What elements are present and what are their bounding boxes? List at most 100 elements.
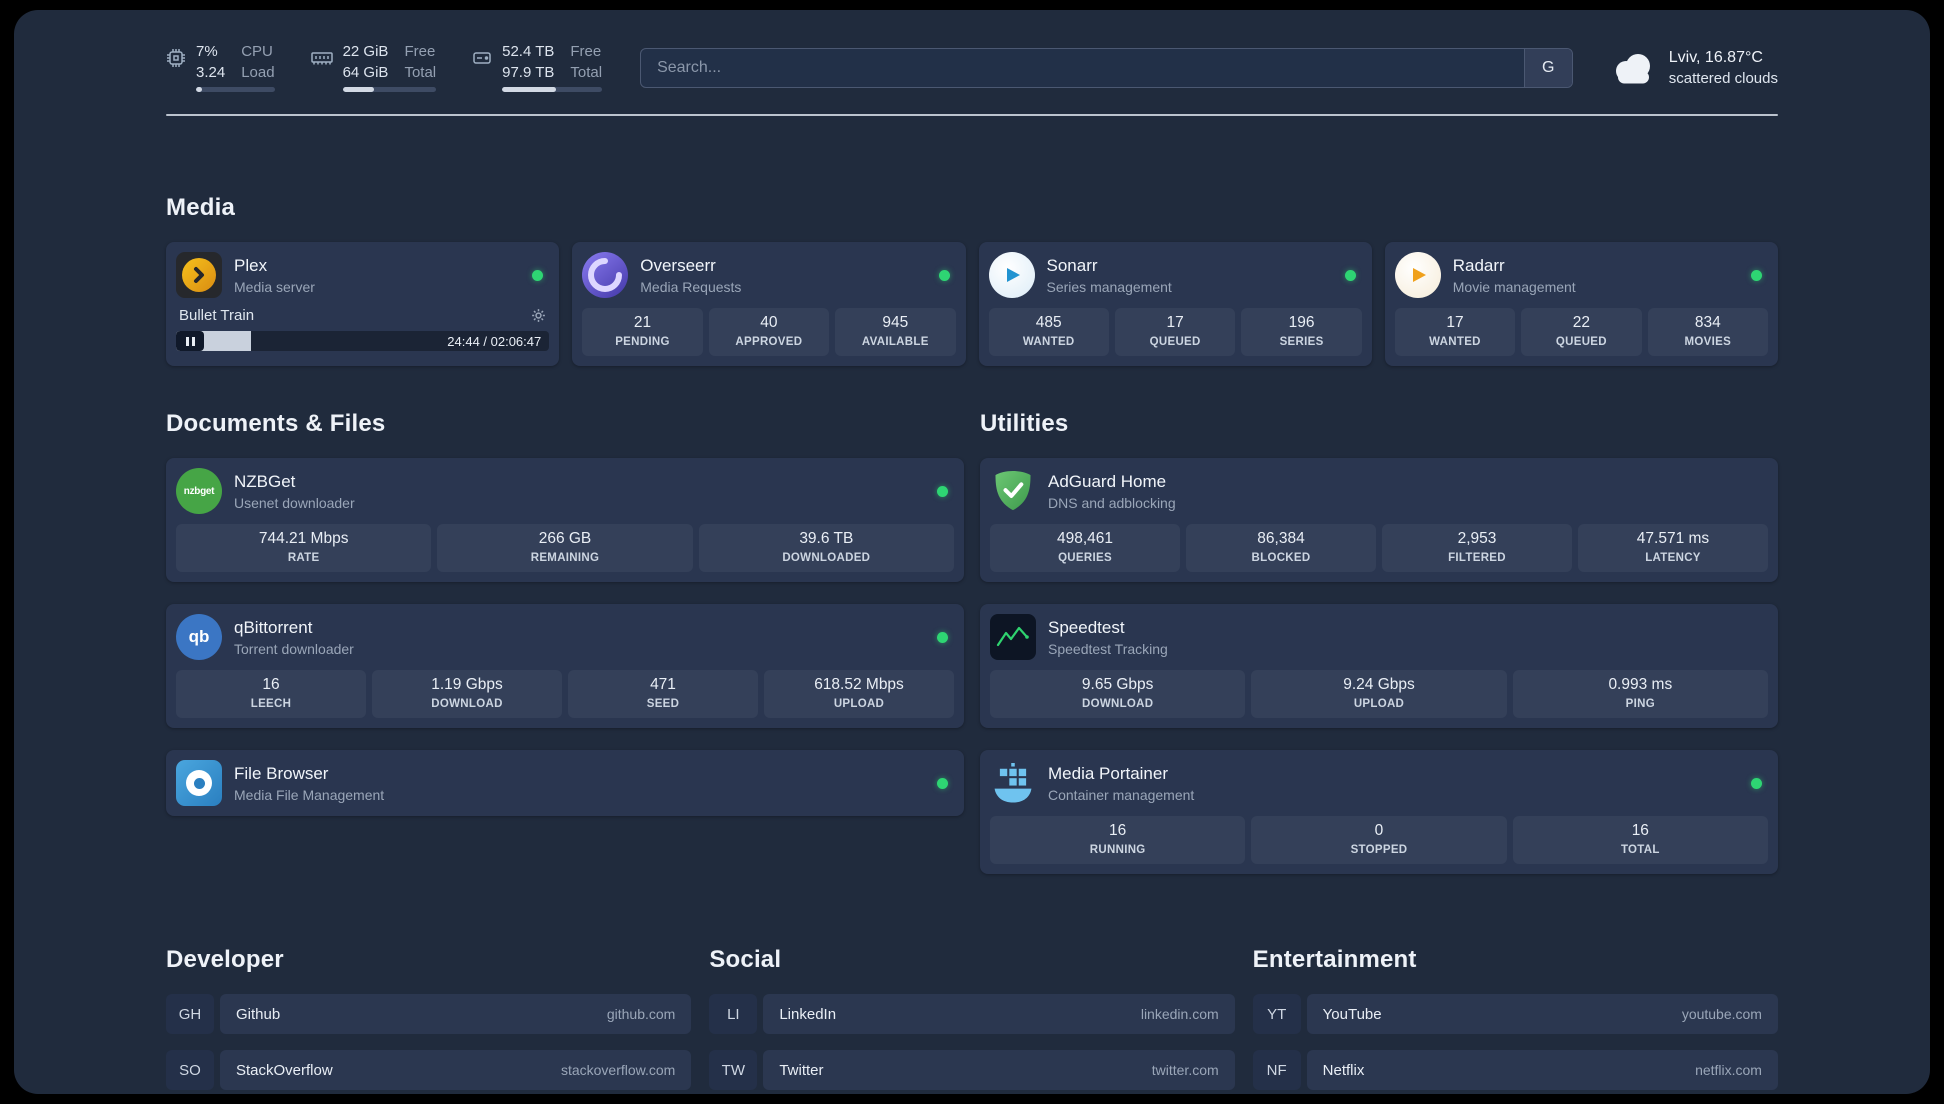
bookmark-stackoverflow[interactable]: SO StackOverflow stackoverflow.com (166, 1050, 692, 1090)
stat-filtered: 2,953 FILTERED (1382, 524, 1572, 572)
service-name: Media Portainer (1048, 763, 1169, 783)
status-dot (532, 269, 544, 281)
service-card-adguard[interactable]: AdGuard Home DNS and adblocking 498,461 … (980, 458, 1778, 582)
cpu-load-value: 3.24 (196, 63, 226, 81)
service-card-plex[interactable]: Plex Media server Bullet Train (166, 242, 560, 366)
section-title-entertainment: Entertainment (1252, 946, 1417, 973)
bookmark-netflix[interactable]: NF Netflix netflix.com (1252, 1050, 1778, 1090)
service-desc: Movie management (1452, 278, 1576, 295)
weather-condition: scattered clouds (1668, 70, 1778, 87)
memory-icon (310, 44, 333, 92)
service-name: NZBGet (234, 471, 296, 491)
service-name: qBittorrent (234, 617, 313, 637)
bookmark-url: youtube.com (1681, 1006, 1762, 1022)
service-name: File Browser (234, 763, 329, 783)
cpu-progress-bar (196, 87, 275, 92)
bookmark-url: netflix.com (1695, 1062, 1762, 1078)
service-desc: Media File Management (234, 786, 385, 803)
weather-location: Lviv, 16.87°C (1668, 49, 1763, 66)
bookmark-name: YouTube (1322, 1005, 1382, 1023)
stat-remaining: 266 GB REMAINING (437, 524, 693, 572)
service-card-filebrowser[interactable]: File Browser Media File Management (166, 750, 964, 816)
bookmark-youtube[interactable]: YT YouTube youtube.com (1252, 994, 1778, 1034)
status-dot (937, 631, 948, 643)
stat-upload: 9.24 Gbps UPLOAD (1251, 670, 1507, 718)
service-desc: Usenet downloader (234, 494, 355, 511)
disk-free-label: Free (570, 43, 602, 60)
bookmark-github[interactable]: GH Github github.com (166, 994, 692, 1034)
resource-widgets: 7% 3.24 CPU Load (166, 43, 603, 92)
service-card-qbittorrent[interactable]: qb qBittorrent Torrent downloader 16 LEE… (166, 604, 964, 728)
disk-progress-bar (502, 87, 603, 92)
bookmark-linkedin[interactable]: LI LinkedIn linkedin.com (709, 994, 1235, 1034)
bookmark-url: linkedin.com (1140, 1006, 1219, 1022)
service-desc: Media server (234, 278, 315, 295)
service-name: Overseerr (640, 255, 716, 275)
bookmark-name: Twitter (779, 1061, 824, 1079)
stat-latency: 47.571 ms LATENCY (1578, 524, 1768, 572)
stat-blocked: 86,384 BLOCKED (1186, 524, 1376, 572)
service-desc: DNS and adblocking (1048, 494, 1176, 511)
weather-widget: Lviv, 16.87°C scattered clouds (1611, 49, 1778, 87)
bookmark-name: Netflix (1322, 1061, 1365, 1079)
service-desc: Container management (1048, 786, 1195, 803)
speedtest-icon (990, 614, 1036, 660)
sonarr-icon (988, 252, 1035, 298)
bookmark-name: Github (236, 1005, 281, 1023)
stat-ping: 0.993 ms PING (1512, 670, 1768, 718)
memory-progress-bar (342, 87, 437, 92)
bookmark-abbr: SO (166, 1050, 214, 1090)
bookmark-name: LinkedIn (779, 1005, 837, 1023)
bookmark-abbr: GH (166, 994, 214, 1034)
section-title-utilities: Utilities (980, 410, 1069, 437)
service-name: Radarr (1452, 255, 1505, 275)
stat-pending: 21 PENDING (582, 308, 703, 356)
stat-total: 16 TOTAL (1512, 816, 1768, 864)
status-dot (1344, 269, 1356, 281)
stat-rate: 744.21 Mbps RATE (176, 524, 432, 572)
memory-resource-widget: 22 GiB 64 GiB Free Total (310, 43, 437, 92)
stat-wanted: 17 WANTED (1394, 308, 1516, 356)
service-card-nzbget[interactable]: nzbget NZBGet Usenet downloader 744.21 M… (166, 458, 964, 582)
section-title-developer: Developer (166, 946, 284, 973)
service-desc: Series management (1046, 278, 1172, 295)
stat-download: 9.65 Gbps DOWNLOAD (990, 670, 1246, 718)
status-dot (937, 485, 948, 497)
service-card-portainer[interactable]: Media Portainer Container management 16 … (980, 750, 1778, 874)
service-card-overseerr[interactable]: Overseerr Media Requests 21 PENDING 40 A… (572, 242, 966, 366)
section-title-documents: Documents & Files (166, 410, 386, 437)
status-dot (1751, 777, 1762, 789)
service-card-speedtest[interactable]: Speedtest Speedtest Tracking 9.65 Gbps D… (980, 604, 1778, 728)
topbar-divider (166, 114, 1778, 116)
service-card-sonarr[interactable]: Sonarr Series management 485 WANTED 17 Q… (978, 242, 1372, 366)
bookmark-name: StackOverflow (236, 1061, 333, 1079)
bookmark-url: twitter.com (1151, 1062, 1219, 1078)
stat-leech: 16 LEECH (176, 670, 366, 718)
memory-free-value: 22 GiB (342, 43, 389, 60)
memory-total-label: Total (404, 63, 437, 81)
overseerr-icon (582, 252, 629, 298)
stat-stopped: 0 STOPPED (1251, 816, 1507, 864)
cpu-icon (166, 44, 186, 92)
disk-icon (472, 44, 492, 92)
memory-total-value: 64 GiB (342, 63, 389, 81)
stat-series: 196 SERIES (1241, 308, 1362, 356)
pause-button[interactable] (176, 331, 204, 351)
top-bar: 7% 3.24 CPU Load (166, 43, 1778, 92)
now-playing-title: Bullet Train (179, 307, 255, 324)
service-desc: Torrent downloader (234, 640, 354, 657)
gear-icon[interactable] (531, 308, 546, 323)
service-card-radarr[interactable]: Radarr Movie management 17 WANTED 22 QUE… (1384, 242, 1778, 366)
search-input[interactable] (641, 49, 1524, 87)
bookmark-abbr: NF (1252, 1050, 1301, 1090)
bookmark-twitter[interactable]: TW Twitter twitter.com (709, 1050, 1235, 1090)
playback-progress-bar[interactable]: 24:44 / 02:06:47 (176, 331, 550, 351)
memory-free-label: Free (404, 43, 436, 60)
cpu-label: CPU (241, 43, 273, 60)
dashboard-page: 7% 3.24 CPU Load (14, 10, 1930, 1094)
plex-icon (176, 252, 222, 298)
stat-upload: 618.52 Mbps UPLOAD (764, 670, 954, 718)
service-name: Speedtest (1048, 617, 1125, 637)
search-provider-button[interactable]: G (1523, 49, 1572, 87)
stat-queued: 22 QUEUED (1521, 308, 1642, 356)
